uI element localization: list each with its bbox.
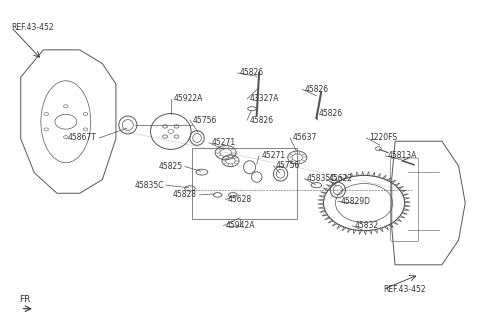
Text: 43327A: 43327A <box>250 94 279 103</box>
Text: 45832: 45832 <box>355 221 379 230</box>
Text: 45828: 45828 <box>173 190 197 199</box>
Text: FR: FR <box>20 295 31 304</box>
Text: 45942A: 45942A <box>226 221 255 230</box>
Text: 45628: 45628 <box>228 195 252 204</box>
Text: 45826: 45826 <box>319 109 343 118</box>
Text: 45825: 45825 <box>158 162 183 171</box>
Text: 45826: 45826 <box>240 69 264 77</box>
Text: REF.43-452: REF.43-452 <box>383 285 426 294</box>
Text: 45867T: 45867T <box>68 133 97 142</box>
Text: REF.43-452: REF.43-452 <box>11 23 54 32</box>
Text: 45835C: 45835C <box>307 174 336 183</box>
Text: 45826: 45826 <box>250 115 274 125</box>
Text: 45922A: 45922A <box>173 94 203 103</box>
Bar <box>192 148 297 219</box>
Text: 45622: 45622 <box>328 174 352 183</box>
Text: 45756: 45756 <box>276 161 300 170</box>
Text: 45271: 45271 <box>262 151 286 160</box>
Text: 45813A: 45813A <box>388 151 417 160</box>
Text: 45637: 45637 <box>292 133 317 142</box>
Text: 45756: 45756 <box>192 115 216 125</box>
Text: 1220FS: 1220FS <box>369 133 397 142</box>
Text: 45826: 45826 <box>304 85 328 94</box>
Text: 45829D: 45829D <box>340 197 370 206</box>
Text: 45271: 45271 <box>211 138 236 147</box>
Text: 45835C: 45835C <box>134 181 164 190</box>
